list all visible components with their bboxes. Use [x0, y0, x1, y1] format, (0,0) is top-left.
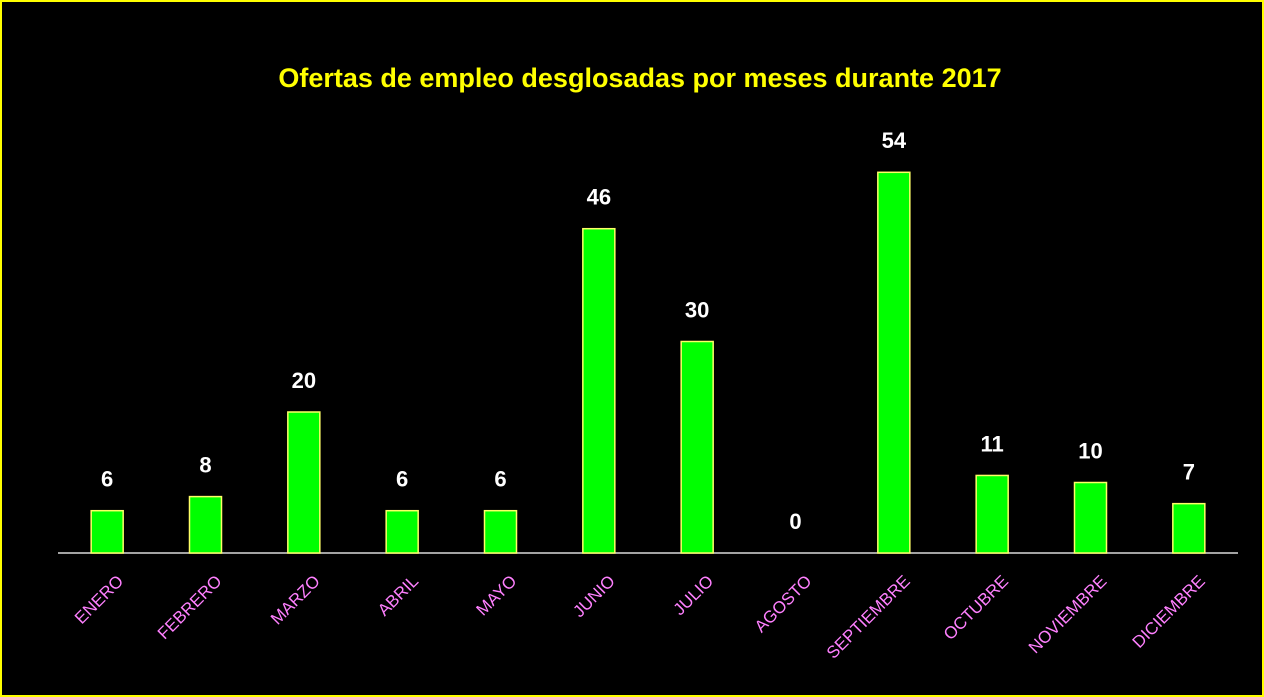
chart-title: Ofertas de empleo desglosadas por meses … — [278, 63, 1001, 93]
value-label: 6 — [494, 467, 506, 492]
bar — [680, 340, 714, 554]
value-label: 7 — [1183, 459, 1195, 484]
value-label: 20 — [292, 368, 316, 393]
bar — [582, 227, 616, 554]
bar — [877, 171, 911, 554]
bar — [1073, 481, 1108, 554]
bar — [90, 509, 124, 554]
bar — [975, 474, 1009, 554]
value-label: 46 — [587, 185, 611, 210]
value-label: 6 — [396, 467, 408, 492]
value-label: 11 — [981, 431, 1004, 456]
bar — [287, 411, 321, 554]
bar — [188, 495, 223, 554]
value-label: 8 — [199, 452, 211, 477]
value-label: 0 — [789, 509, 801, 534]
bar — [1172, 502, 1206, 554]
value-label: 6 — [101, 467, 113, 492]
bar — [483, 509, 518, 554]
bar — [385, 509, 419, 554]
value-label: 30 — [685, 297, 709, 322]
value-label: 54 — [882, 128, 907, 153]
value-label: 10 — [1078, 438, 1102, 463]
